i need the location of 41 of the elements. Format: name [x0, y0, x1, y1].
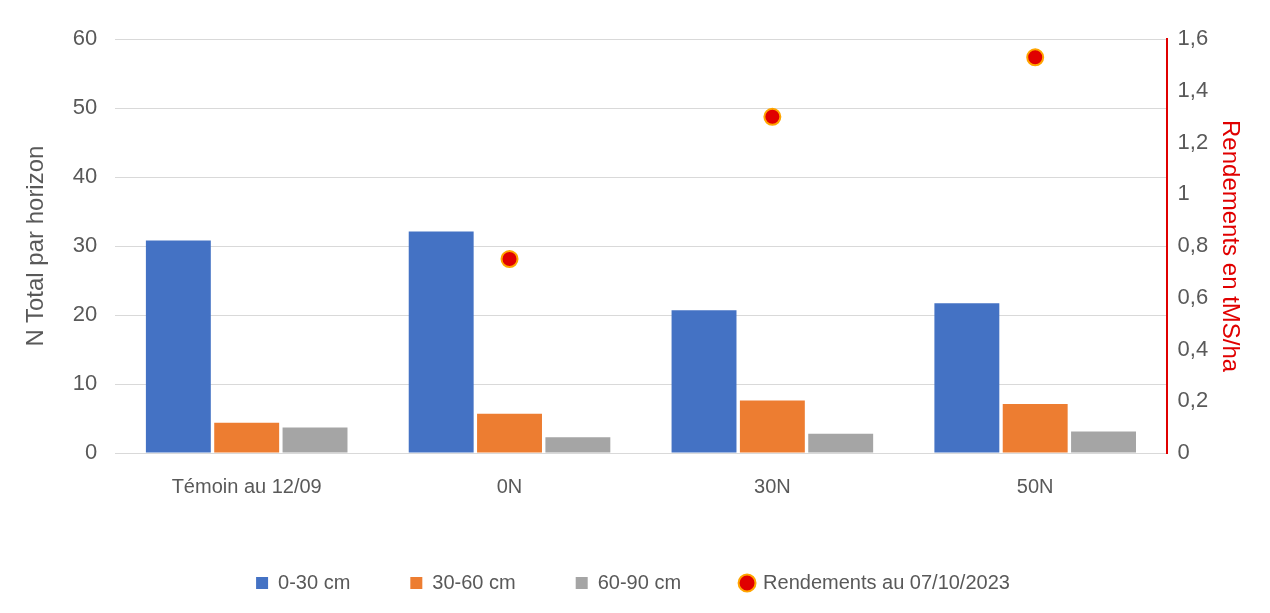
x-tick-label: 50N: [1016, 474, 1054, 497]
legend-label: Rendements au 07/10/2023: [763, 570, 1010, 593]
y-tick-label: 0: [85, 439, 98, 465]
y-tick-label: 60: [72, 25, 98, 51]
y2-tick-label: 0: [1177, 439, 1190, 465]
y2-tick-label: 0,2: [1177, 387, 1209, 413]
bar: [739, 400, 805, 453]
bar: [145, 240, 211, 453]
bar: [214, 422, 280, 453]
point: [763, 107, 782, 126]
bar: [477, 413, 542, 453]
legend-label: 60-90 cm: [597, 570, 682, 593]
y2-tick-label: 0,8: [1177, 232, 1209, 258]
legend-label: 0-30 cm: [278, 570, 351, 593]
y2-axis-title: Rendements en tMS/ha: [1217, 120, 1245, 373]
x-tick-label: 30N: [754, 474, 791, 497]
y2-tick-label: 1,6: [1177, 25, 1209, 51]
bar: [408, 231, 474, 453]
point: [1026, 48, 1045, 67]
bar: [808, 433, 874, 453]
y-tick-label: 50: [72, 94, 98, 120]
y2-tick-label: 1,2: [1177, 128, 1209, 154]
y2-tick-label: 1,4: [1177, 76, 1209, 102]
x-tick-label: 0N: [496, 474, 523, 497]
y2-tick-label: 0,6: [1177, 283, 1209, 309]
bar: [282, 427, 348, 453]
y2-tick-label: 0,4: [1177, 335, 1209, 361]
y-axis-title: N Total par horizon: [21, 145, 49, 347]
y-tick-label: 20: [72, 301, 98, 327]
bar: [1002, 404, 1068, 453]
bar: [934, 303, 1000, 453]
y2-tick-label: 1: [1177, 180, 1190, 206]
y-tick-label: 30: [72, 232, 98, 258]
y-tick-label: 40: [72, 163, 98, 189]
bar: [671, 310, 737, 453]
legend-label: 30-60 cm: [432, 570, 516, 593]
y-tick-label: 10: [72, 370, 98, 396]
bar: [1071, 431, 1136, 453]
bar: [545, 437, 611, 453]
point: [500, 250, 519, 269]
x-tick-label: Témoin au 12/09: [171, 474, 322, 497]
